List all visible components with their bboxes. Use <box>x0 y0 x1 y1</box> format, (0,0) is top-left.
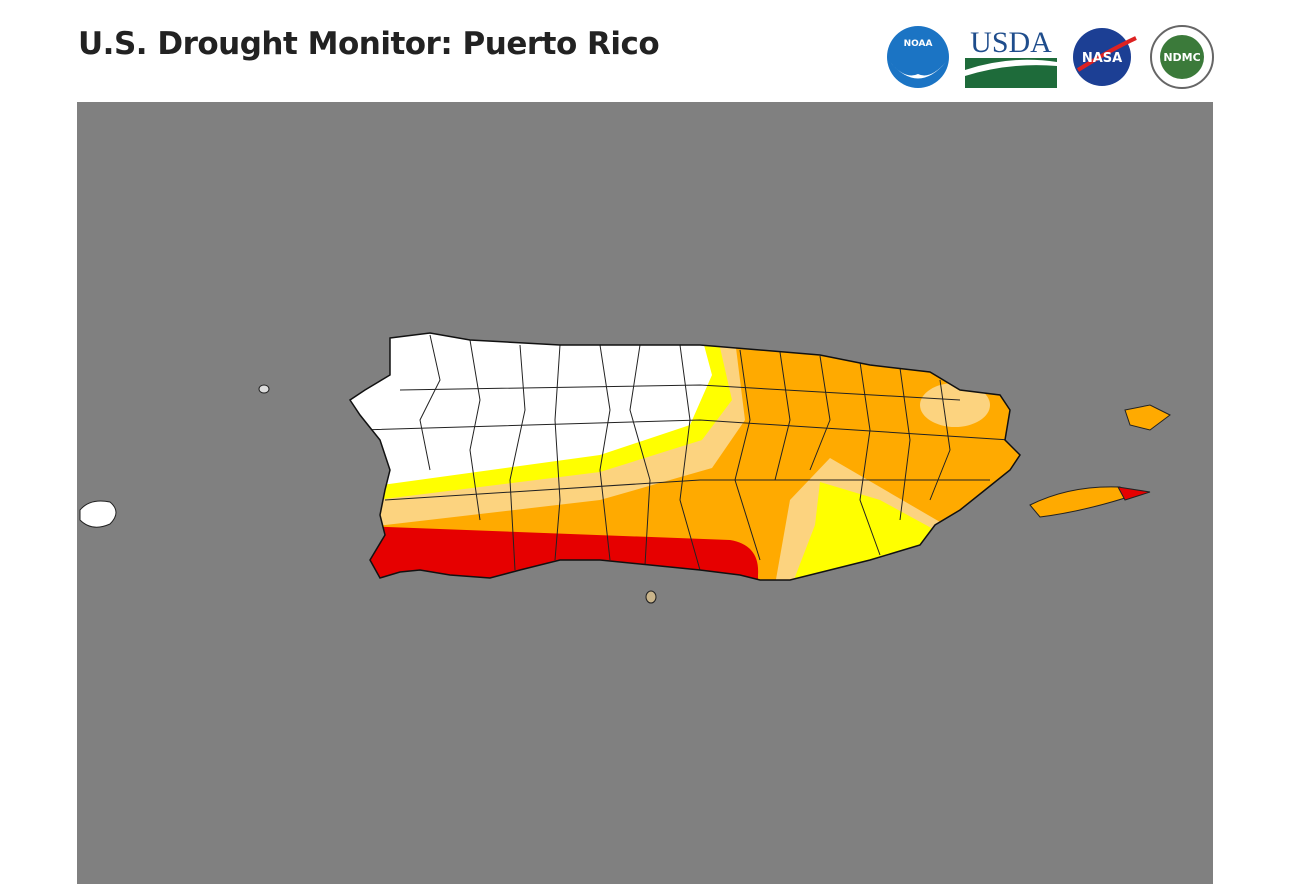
ndmc-text: NDMC <box>1163 51 1200 64</box>
nasa-text: NASA <box>1082 51 1122 66</box>
d2-severe <box>360 340 1020 580</box>
noaa-text: NOAA <box>904 39 933 49</box>
caja-de-muerto <box>645 590 657 604</box>
mona-island <box>79 500 117 528</box>
noaa-logo <box>887 26 949 88</box>
nasa-swoosh <box>1076 36 1137 72</box>
vieques-east <box>1117 486 1151 501</box>
d1-pocket <box>920 383 990 427</box>
noaa-wave <box>890 62 946 79</box>
usda-swoosh <box>965 59 1057 76</box>
usda-text: USDA <box>970 26 1052 59</box>
ndmc-inner <box>1160 35 1204 79</box>
logos: NOAA USDA NASA NDMC <box>887 25 1214 89</box>
culebra <box>1124 404 1171 431</box>
page-title: U.S. Drought Monitor: Puerto Rico <box>78 26 660 62</box>
desecheo-island <box>258 384 270 394</box>
island-outline <box>348 332 1021 581</box>
municipal-lines <box>359 334 1011 571</box>
puerto-rico <box>350 333 1020 580</box>
